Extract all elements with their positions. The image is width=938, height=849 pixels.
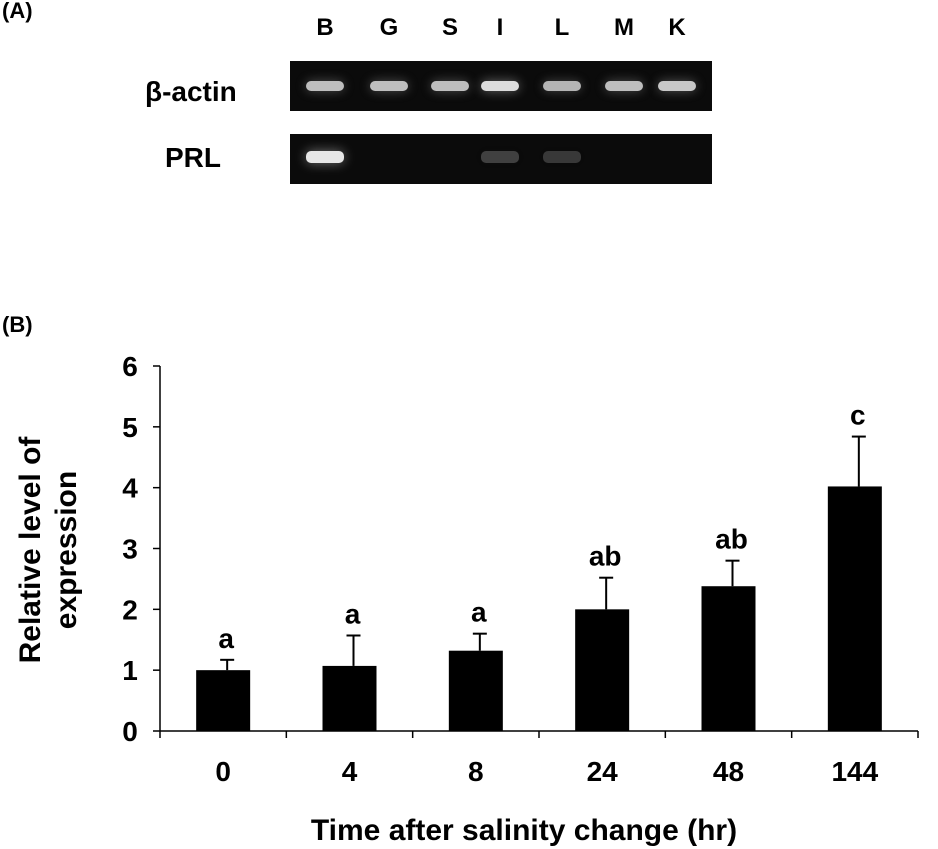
x-tick-label: 48 (713, 756, 744, 787)
gel-band (306, 151, 344, 163)
x-tick-label: 8 (468, 756, 484, 787)
y-tick-label: 3 (122, 534, 138, 565)
y-tick-label: 5 (122, 412, 138, 443)
x-axis: 0 4 8 24 48 144 (159, 730, 919, 787)
y-axis-title-line: Relative level of (14, 436, 47, 664)
bar (827, 486, 882, 731)
significance-letter: a (471, 597, 487, 628)
y-axis-title: Relative level of expression (14, 436, 83, 664)
significance-letter: a (218, 623, 234, 654)
gel-label-beta-actin: β-actin (145, 76, 237, 107)
gel-band (481, 81, 519, 91)
x-tick-label: 24 (587, 756, 619, 787)
gel-band (605, 81, 643, 91)
x-tick-label: 4 (342, 756, 358, 787)
lane-label-B: B (316, 14, 334, 41)
significance-letter: c (850, 400, 866, 431)
bar (448, 650, 503, 731)
gel-strip-beta-actin (290, 61, 712, 111)
gel-strip-prl (290, 134, 712, 184)
gel-band (306, 81, 344, 91)
gel-band (370, 81, 408, 91)
gel-band (543, 81, 581, 91)
bar (701, 586, 756, 731)
gel-band (543, 151, 581, 163)
lane-label-K: K (668, 14, 686, 41)
y-tick-label: 2 (122, 594, 138, 625)
bar (322, 665, 377, 731)
panel-a-label: (A) (2, 0, 33, 23)
y-axis-title-line: expression (50, 471, 83, 629)
significance-letter: ab (715, 524, 748, 555)
y-tick-label: 4 (122, 473, 138, 504)
bar (575, 609, 630, 731)
x-axis-title: Time after salinity change (hr) (311, 814, 737, 847)
y-axis: 0 1 2 3 4 5 6 (122, 351, 161, 747)
y-tick-label: 0 (122, 716, 138, 747)
bars: a a a ab ab c (196, 400, 882, 731)
lane-label-I: I (496, 14, 504, 41)
panel-b-label: (B) (2, 312, 33, 337)
lane-label-M: M (614, 14, 634, 41)
significance-letter: a (345, 598, 361, 629)
lane-label-G: G (379, 14, 399, 41)
lane-label-L: L (554, 14, 570, 41)
y-tick-label: 1 (122, 655, 138, 686)
y-tick-label: 6 (122, 351, 138, 382)
gel-band (481, 151, 519, 163)
gel-label-prl: PRL (165, 142, 221, 173)
gel-band (431, 81, 469, 91)
significance-letter: ab (589, 541, 622, 572)
lane-label-S: S (441, 14, 458, 41)
x-tick-label: 144 (831, 756, 878, 787)
gel-band (658, 81, 696, 91)
bar (196, 670, 251, 731)
x-tick-label: 0 (215, 756, 231, 787)
